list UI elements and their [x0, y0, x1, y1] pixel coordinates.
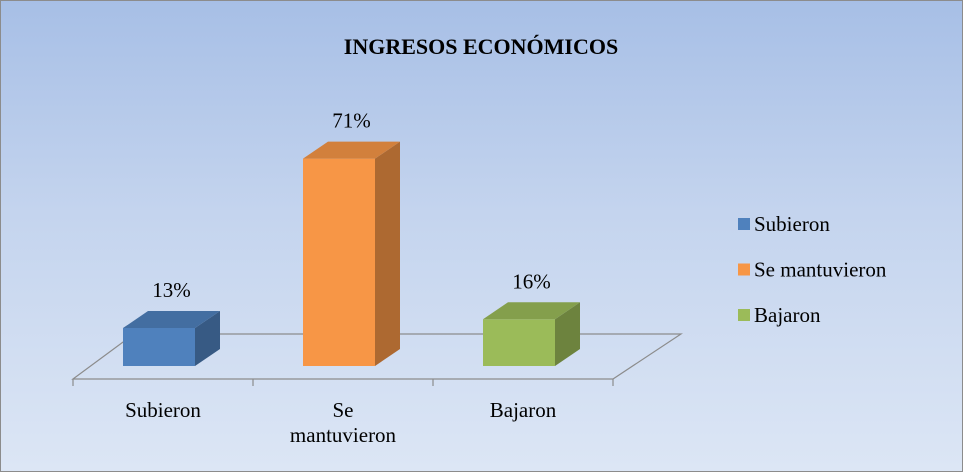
- data-label: 13%: [152, 278, 191, 302]
- x-tick-label: Subieron: [125, 398, 201, 422]
- x-tick-label: Bajaron: [489, 398, 557, 422]
- bar: [483, 302, 580, 366]
- bar-face: [555, 302, 580, 366]
- legend-swatch: [738, 263, 750, 276]
- bar-face: [195, 311, 220, 366]
- bar-face: [303, 141, 400, 159]
- bar-face: [303, 158, 375, 366]
- bar: [123, 311, 220, 366]
- legend-label: Subieron: [754, 212, 830, 236]
- bar-face: [375, 141, 400, 366]
- data-label: 16%: [512, 269, 551, 293]
- x-tick-label: Se mantuvieron: [289, 398, 397, 447]
- bar-face: [483, 319, 555, 366]
- legend-swatch: [738, 218, 750, 230]
- legend-swatch: [738, 309, 750, 321]
- chart-title: INGRESOS ECONÓMICOS: [344, 34, 618, 59]
- bar-face: [123, 328, 195, 366]
- legend-label: Bajaron: [754, 303, 821, 327]
- data-label: 71%: [332, 109, 371, 133]
- bar-face: [483, 302, 580, 320]
- legend-label: Se mantuvieron: [754, 258, 887, 282]
- bar: [303, 141, 400, 366]
- bar-face: [123, 311, 220, 329]
